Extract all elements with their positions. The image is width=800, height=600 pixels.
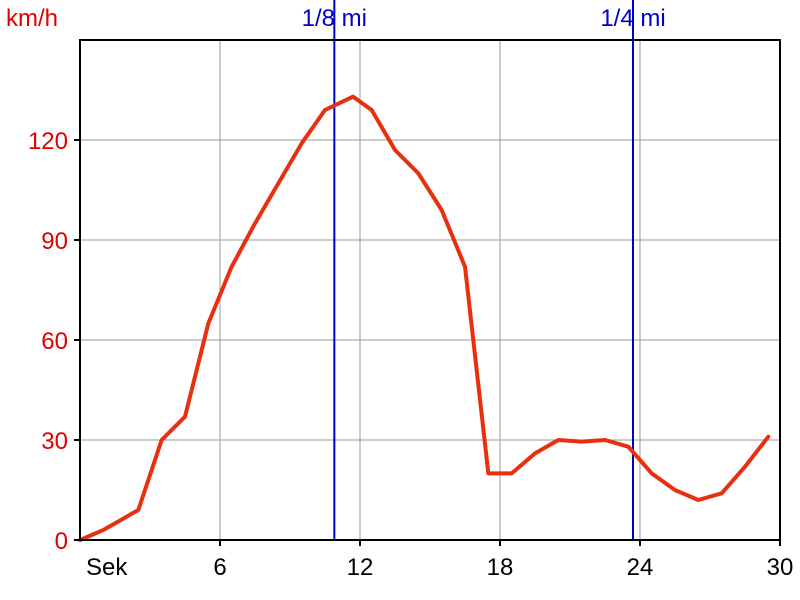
x-tick-label: 30 bbox=[767, 554, 794, 581]
y-tick-label: 0 bbox=[55, 528, 68, 555]
x-tick-label: 12 bbox=[347, 554, 374, 581]
x-tick-label: 18 bbox=[487, 554, 514, 581]
x-tick-label: 24 bbox=[627, 554, 654, 581]
plot-frame bbox=[79, 39, 781, 541]
x-tick-label: 6 bbox=[213, 554, 226, 581]
y-tick-labels: 0 30 60 90 120 bbox=[28, 128, 80, 555]
speed-series-line bbox=[78, 94, 771, 542]
distance-markers: 1/8 mi 1/4 mi bbox=[302, 0, 666, 540]
grid-lines bbox=[80, 40, 780, 540]
y-tick-label: 90 bbox=[41, 228, 68, 255]
x-axis-label: Sek bbox=[86, 554, 128, 581]
y-tick-label: 120 bbox=[28, 128, 68, 155]
distance-marker-label: 1/4 mi bbox=[600, 5, 665, 32]
series-layer bbox=[78, 94, 771, 542]
distance-marker-label: 1/8 mi bbox=[302, 5, 367, 32]
x-tick-labels: 6 12 18 24 30 bbox=[213, 540, 793, 581]
y-tick-label: 30 bbox=[41, 428, 68, 455]
y-axis-label: km/h bbox=[6, 5, 58, 32]
y-tick-label: 60 bbox=[41, 328, 68, 355]
